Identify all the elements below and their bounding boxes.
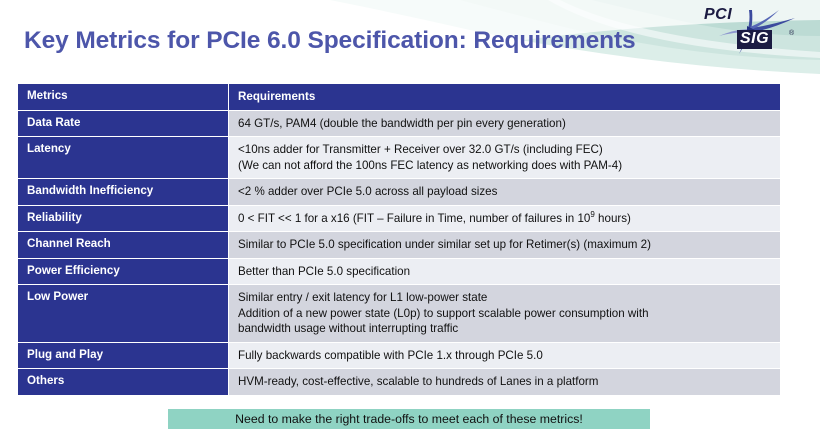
page-title: Key Metrics for PCIe 6.0 Specification: … bbox=[24, 27, 636, 54]
metric-cell: Low Power bbox=[18, 285, 229, 343]
metric-cell: Data Rate bbox=[18, 110, 229, 137]
metric-cell: Bandwidth Inefficiency bbox=[18, 179, 229, 206]
requirement-line: 0 < FIT << 1 for a x16 (FIT – Failure in… bbox=[238, 209, 631, 225]
requirement-line: Better than PCIe 5.0 specification bbox=[238, 264, 411, 278]
header-cell-metrics: Metrics bbox=[18, 84, 229, 111]
requirement-cell: Better than PCIe 5.0 specification bbox=[229, 258, 780, 285]
table-row: Low Power Similar entry / exit latency fo… bbox=[18, 285, 780, 343]
pci-sig-logo: PCI SIG ® bbox=[703, 4, 803, 60]
metric-cell: Channel Reach bbox=[18, 232, 229, 259]
requirement-line: (We can not afford the 100ns FEC latency… bbox=[238, 158, 623, 172]
requirement-line: Similar to PCIe 5.0 specification under … bbox=[238, 238, 651, 251]
requirement-cell: 0 < FIT << 1 for a x16 (FIT – Failure in… bbox=[229, 205, 780, 232]
logo-registered-mark: ® bbox=[789, 30, 795, 37]
requirement-line: Addition of a new power state (L0p) to s… bbox=[238, 306, 649, 320]
table-row: Channel Reach Similar to PCIe 5.0 specifi… bbox=[18, 232, 780, 259]
table-row: Plug and Play Fully backwards compatible … bbox=[18, 342, 780, 369]
metric-cell: Others bbox=[18, 369, 229, 396]
requirement-line: <2 % adder over PCIe 5.0 across all payl… bbox=[238, 185, 498, 198]
table-body: Metrics Requirements Data Rate 64 GT/s, P… bbox=[18, 84, 780, 396]
requirement-cell: Similar to PCIe 5.0 specification under … bbox=[229, 232, 780, 259]
requirement-line: bandwidth usage without interrupting tra… bbox=[238, 322, 459, 335]
metric-cell: Power Efficiency bbox=[18, 258, 229, 285]
table-row: Reliability 0 < FIT << 1 for a x16 (FIT –… bbox=[18, 205, 780, 232]
table-row: Power Efficiency Better than PCIe 5.0 spe… bbox=[18, 258, 780, 285]
metric-cell: Plug and Play bbox=[18, 342, 229, 369]
requirement-cell: 64 GT/s, PAM4 (double the bandwidth per … bbox=[229, 110, 780, 137]
requirement-cell: <2 % adder over PCIe 5.0 across all payl… bbox=[229, 179, 780, 206]
requirement-line: 64 GT/s, PAM4 (double the bandwidth per … bbox=[238, 116, 566, 130]
metric-cell: Reliability bbox=[18, 205, 229, 232]
requirement-cell: HVM-ready, cost-effective, scalable to h… bbox=[229, 369, 780, 396]
table-row: Bandwidth Inefficiency <2 % adder over PC… bbox=[18, 179, 780, 206]
requirement-line: <10ns adder for Transmitter + Receiver o… bbox=[238, 143, 603, 156]
table-row: Latency <10ns adder for Transmitter + Rec… bbox=[18, 137, 780, 179]
requirement-superscript: 9 bbox=[590, 209, 595, 219]
requirement-cell: Fully backwards compatible with PCIe 1.x… bbox=[229, 342, 780, 369]
requirement-line: HVM-ready, cost-effective, scalable to h… bbox=[238, 375, 599, 388]
requirement-cell: Similar entry / exit latency for L1 low-… bbox=[229, 285, 780, 343]
metric-cell: Latency bbox=[18, 137, 229, 179]
table-row: Data Rate 64 GT/s, PAM4 (double the bandw… bbox=[18, 110, 780, 137]
table-header-row: Metrics Requirements bbox=[18, 84, 780, 111]
requirement-cell: <10ns adder for Transmitter + Receiver o… bbox=[229, 137, 780, 179]
footer-callout-banner: Need to make the right trade-offs to mee… bbox=[168, 409, 650, 429]
requirement-line: Fully backwards compatible with PCIe 1.x… bbox=[238, 348, 543, 362]
table-row: Others HVM-ready, cost-effective, scalabl… bbox=[18, 369, 780, 396]
logo-sig-text: SIG bbox=[737, 30, 773, 49]
requirement-line: Similar entry / exit latency for L1 low-… bbox=[238, 291, 488, 304]
header-cell-requirements: Requirements bbox=[229, 84, 780, 111]
key-metrics-table: Metrics Requirements Data Rate 64 GT/s, P… bbox=[18, 84, 780, 396]
logo-pci-text: PCI bbox=[704, 6, 733, 23]
